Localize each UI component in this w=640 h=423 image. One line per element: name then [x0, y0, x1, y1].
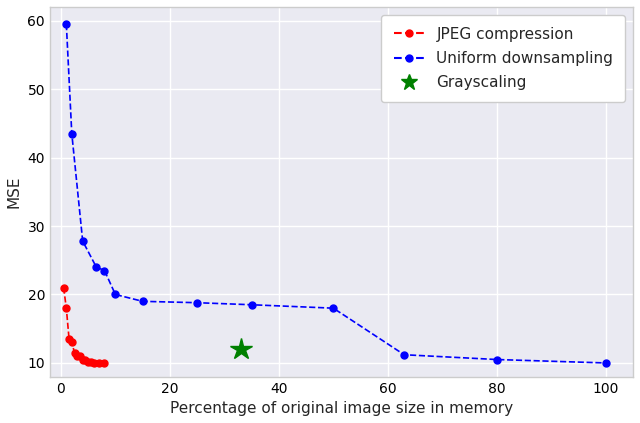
Y-axis label: MSE: MSE: [7, 176, 22, 208]
Legend: JPEG compression, Uniform downsampling, Grayscaling: JPEG compression, Uniform downsampling, …: [381, 14, 625, 102]
X-axis label: Percentage of original image size in memory: Percentage of original image size in mem…: [170, 401, 513, 416]
